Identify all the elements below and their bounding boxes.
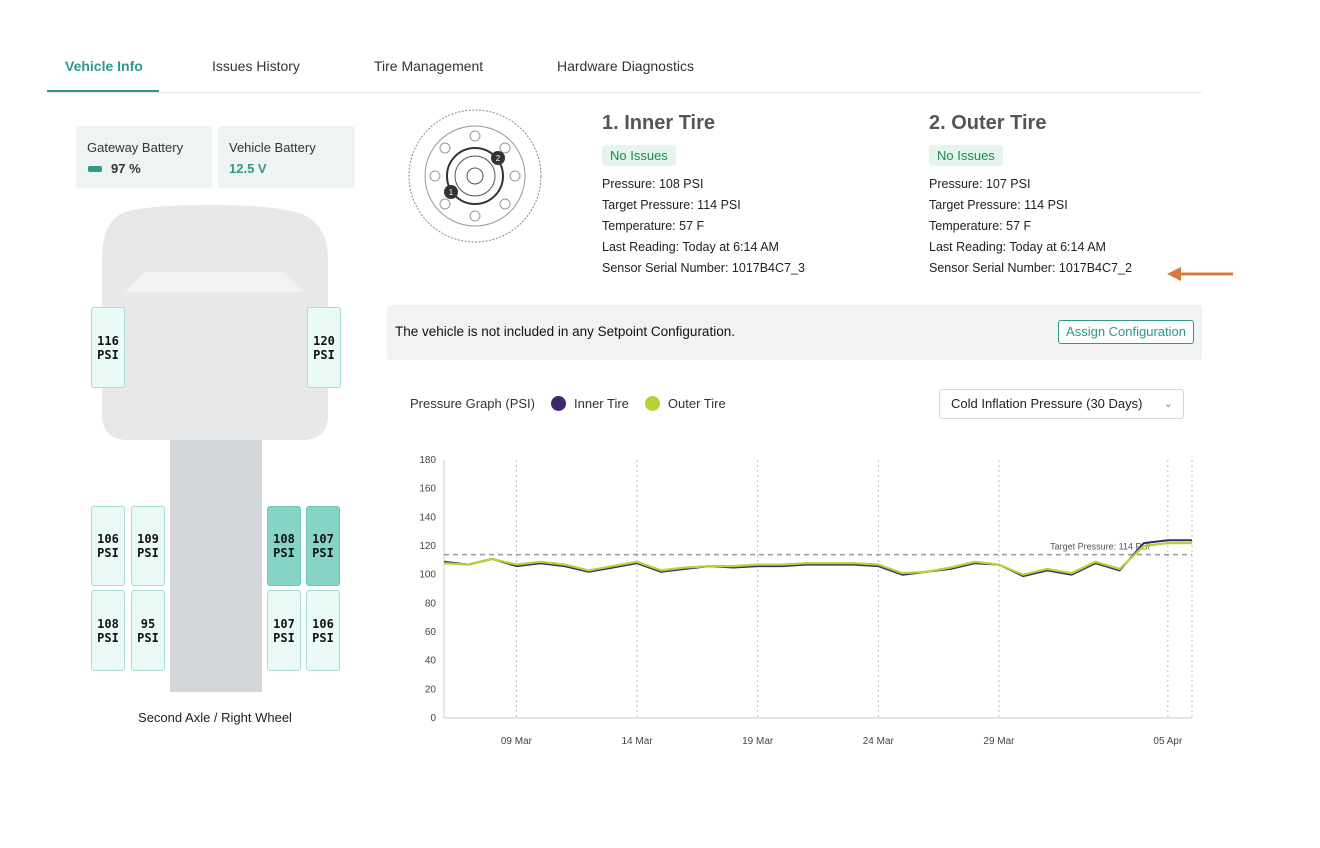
tab-vehicle-info[interactable]: Vehicle Info [65, 58, 143, 74]
y-tick-label: 160 [419, 484, 436, 495]
assign-configuration-button[interactable]: Assign Configuration [1058, 320, 1194, 344]
axle-caption: Second Axle / Right Wheel [138, 710, 292, 725]
series-line-outer-tire [443, 541, 1192, 576]
annotation-arrow-icon [1167, 267, 1233, 281]
gateway-battery-value: 97 % [111, 161, 141, 176]
graph-title: Pressure Graph (PSI) [410, 396, 535, 411]
vehicle-battery-label: Vehicle Battery [229, 140, 316, 155]
x-tick-label: 14 Mar [621, 736, 653, 747]
wheel-icon: 1 2 [408, 109, 542, 243]
y-tick-label: 80 [425, 598, 437, 609]
battery-icon [88, 166, 102, 172]
truck-windshield [125, 272, 305, 292]
tire-position-4[interactable]: 109 PSI [131, 506, 165, 586]
dropdown-selected-value: Cold Inflation Pressure (30 Days) [951, 396, 1143, 411]
tire-position-6-selected[interactable]: 107 PSI [306, 506, 340, 586]
y-tick-label: 120 [419, 541, 436, 552]
y-tick-label: 40 [425, 656, 437, 667]
pressure-type-dropdown[interactable]: Cold Inflation Pressure (30 Days) ⌄ [939, 389, 1184, 419]
legend-inner-label: Inner Tire [574, 396, 629, 411]
truck-cab [102, 205, 328, 440]
setpoint-banner: The vehicle is not included in any Setpo… [387, 305, 1202, 360]
graph-header: Pressure Graph (PSI) Inner Tire Outer Ti… [410, 396, 726, 411]
svg-text:2: 2 [496, 154, 501, 163]
tire-position-1[interactable]: 116 PSI [91, 307, 125, 388]
inner-tire-status-badge: No Issues [602, 145, 676, 166]
x-tick-label: 05 Apr [1153, 736, 1183, 747]
outer-tire-pressure: Pressure: 107 PSI [929, 177, 1031, 191]
y-tick-label: 140 [419, 512, 436, 523]
tab-tire-management[interactable]: Tire Management [374, 58, 484, 74]
outer-tire-temperature: Temperature: 57 F [929, 219, 1032, 233]
tire-position-8[interactable]: 95 PSI [131, 590, 165, 671]
svg-text:1: 1 [449, 188, 454, 197]
vehicle-battery-card: Vehicle Battery 12.5 V [218, 126, 355, 188]
tab-issues-history[interactable]: Issues History [212, 58, 300, 74]
truck-diagram [102, 205, 328, 692]
series-line-inner-tire [443, 539, 1192, 578]
inner-tire-serial: Sensor Serial Number: 1017B4C7_3 [602, 261, 805, 275]
inner-tire-pressure: Pressure: 108 PSI [602, 177, 704, 191]
outer-tire-target: Target Pressure: 114 PSI [929, 198, 1068, 212]
gateway-battery-card: Gateway Battery 97 % [76, 126, 212, 188]
x-tick-label: 19 Mar [742, 736, 774, 747]
outer-tire-details: 2. Outer Tire No Issues Pressure: 107 PS… [929, 112, 1132, 279]
gateway-battery-label: Gateway Battery [87, 140, 184, 155]
x-tick-label: 24 Mar [863, 736, 895, 747]
legend-outer-dot-icon [644, 396, 660, 411]
setpoint-banner-text: The vehicle is not included in any Setpo… [395, 324, 735, 339]
legend-inner-dot-icon [551, 396, 566, 411]
inner-tire-target: Target Pressure: 114 PSI [602, 198, 741, 212]
outer-tire-status-badge: No Issues [929, 145, 1003, 166]
active-tab-indicator [47, 90, 159, 92]
outer-tire-last-reading: Last Reading: Today at 6:14 AM [929, 240, 1106, 254]
x-tick-label: 09 Mar [501, 736, 533, 747]
truck-chassis [170, 430, 262, 692]
x-tick-label: 29 Mar [983, 736, 1015, 747]
tire-position-3[interactable]: 106 PSI [91, 506, 125, 586]
inner-tire-temperature: Temperature: 57 F [602, 219, 705, 233]
y-tick-label: 60 [425, 627, 437, 638]
target-pressure-label: Target Pressure: 114 PSI [1050, 542, 1150, 552]
chevron-down-icon: ⌄ [1163, 398, 1173, 410]
y-tick-label: 180 [419, 455, 436, 466]
y-tick-label: 0 [430, 713, 436, 724]
tire-position-7[interactable]: 108 PSI [91, 590, 125, 671]
sensor-marker-1 [444, 185, 458, 199]
legend-outer-label: Outer Tire [667, 396, 726, 411]
vehicle-battery-value: 12.5 V [229, 161, 267, 176]
tire-position-5-selected[interactable]: 108 PSI [267, 506, 301, 586]
tire-position-9[interactable]: 107 PSI [267, 590, 301, 671]
y-tick-label: 100 [419, 570, 436, 581]
tab-hardware-diagnostics[interactable]: Hardware Diagnostics [557, 58, 694, 74]
tab-bar: Vehicle Info Issues History Tire Managem… [47, 48, 1202, 93]
y-tick-label: 20 [425, 684, 437, 695]
inner-tire-title: 1. Inner Tire [602, 112, 716, 134]
tire-position-2[interactable]: 120 PSI [307, 307, 341, 388]
inner-tire-last-reading: Last Reading: Today at 6:14 AM [602, 240, 779, 254]
outer-tire-title: 2. Outer Tire [929, 112, 1047, 134]
pressure-chart: 0 20 40 60 80 100 120 140 160 180 09 Mar 14 Mar 19 M… [419, 455, 1193, 747]
outer-tire-serial: Sensor Serial Number: 1017B4C7_2 [929, 261, 1132, 275]
tire-position-10[interactable]: 106 PSI [306, 590, 340, 671]
sensor-marker-2 [491, 151, 505, 165]
inner-tire-details: 1. Inner Tire No Issues Pressure: 108 PS… [602, 112, 805, 279]
